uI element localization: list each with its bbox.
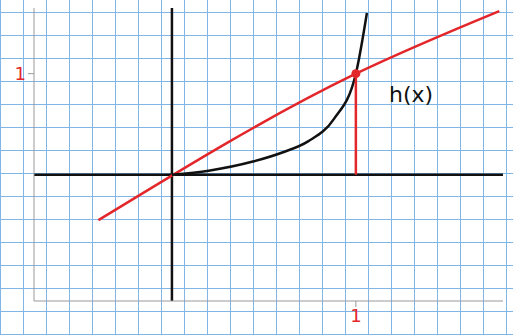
svg-text:1: 1 [350,305,361,326]
svg-text:h(x): h(x) [389,82,433,107]
svg-text:1: 1 [15,63,26,84]
